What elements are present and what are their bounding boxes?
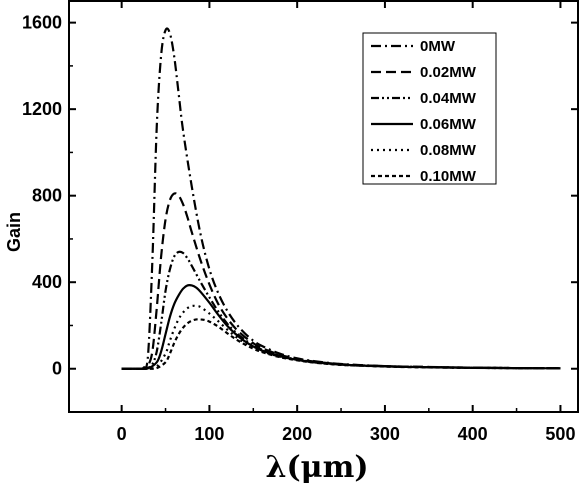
legend-label: 0.10MW: [420, 168, 477, 185]
y-tick-label: 800: [32, 186, 62, 206]
legend-label: 0.04MW: [420, 90, 477, 107]
x-axis-title: λ(μm): [265, 450, 368, 485]
x-tick-label: 400: [458, 424, 488, 444]
legend-label: 0MW: [420, 38, 456, 55]
y-tick-label: 1600: [22, 13, 62, 33]
plot-frame: [68, 0, 579, 413]
series-line-5: [121, 304, 561, 370]
axis-ticks: 0 100 200 300 400 500 0 400 800 1200 1600: [22, 1, 578, 444]
series-line-4: [121, 284, 561, 370]
y-axis-title: Gain: [4, 212, 24, 252]
series-line-3: [121, 250, 561, 370]
legend-label: 0.06MW: [420, 116, 477, 133]
x-tick-label: 100: [194, 424, 224, 444]
series-line-2: [121, 192, 561, 370]
y-tick-label: 400: [32, 272, 62, 292]
legend-label: 0.08MW: [420, 142, 477, 159]
x-tick-label: 500: [545, 424, 575, 444]
x-tick-label: 300: [370, 424, 400, 444]
y-tick-label: 1200: [22, 99, 62, 119]
y-tick-label: 0: [52, 359, 62, 379]
legend-box: [362, 32, 497, 185]
x-tick-label: 200: [282, 424, 312, 444]
legend: 0MW 0.02MW 0.04MW 0.06MW 0.08MW 0.10MW: [371, 38, 477, 185]
series-layer: [121, 27, 561, 371]
x-tick-label: 0: [117, 424, 127, 444]
series-line-6: [121, 318, 561, 370]
legend-label: 0.02MW: [420, 64, 477, 81]
